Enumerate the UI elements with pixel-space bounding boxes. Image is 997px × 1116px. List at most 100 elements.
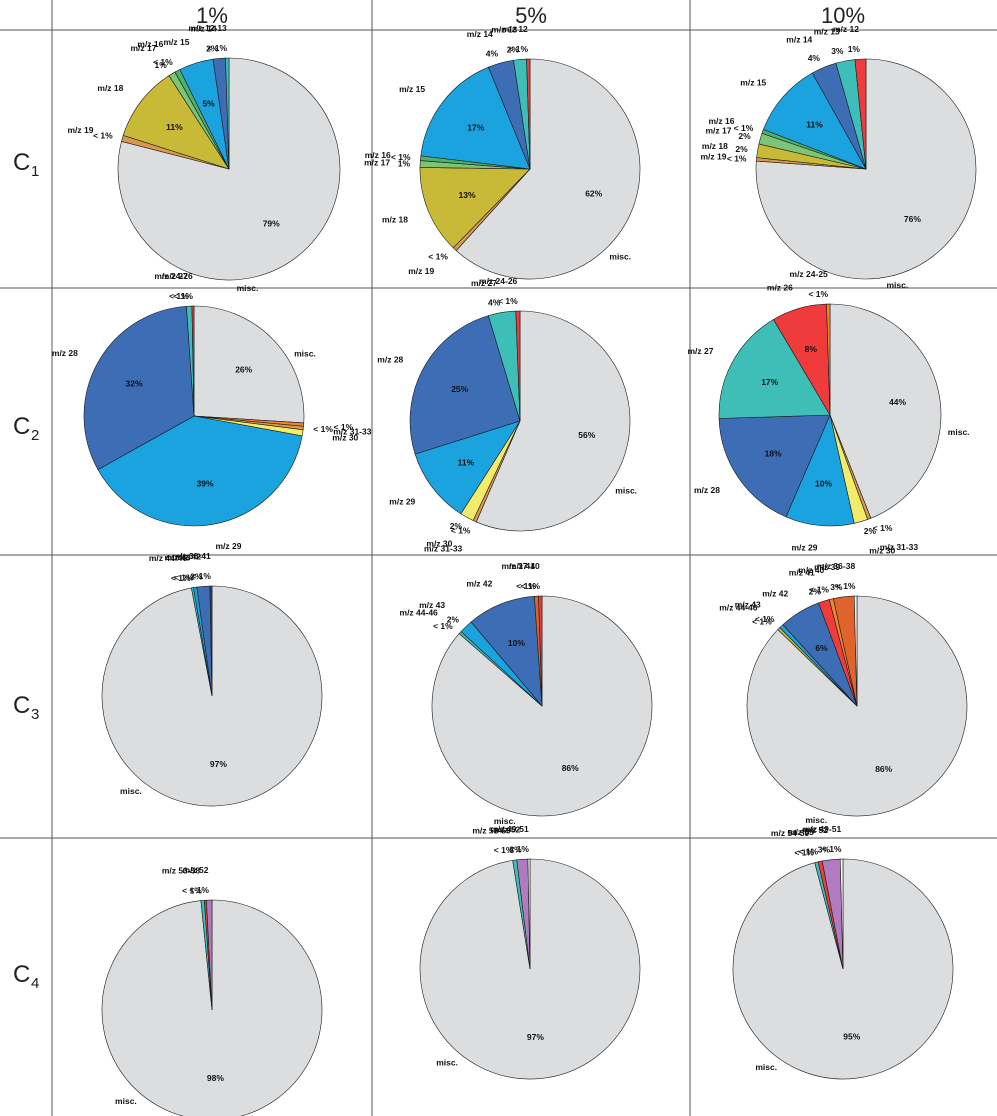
column-header-10pct: 10% [821,3,865,28]
pie-pct-label: < 1% [189,885,209,895]
row-label-c2-sub: 2 [31,427,39,444]
pie-category-label: m/z 15 [399,84,425,94]
pie-slice-m-z-37-40 [538,595,543,707]
pie-pct-label: < 1% [171,573,191,583]
pie-category-label: m/z 52 [494,824,520,834]
pie-pct-label: < 1% [313,424,333,434]
row-label-c3: C 3 [13,692,39,723]
pie-slice-m-z-28 [718,414,831,518]
pie-slice-m-z-24-26 [515,310,521,422]
pie-pct-label: < 1% [508,44,528,54]
row-label-c2: C 2 [13,413,39,444]
pie-category-label: m/z 16 [709,116,735,126]
pie-category-label: m/z 30 [332,433,358,443]
pie-category-label: m/z 43 [735,599,761,609]
pie-category-label: m/z 15 [740,78,766,88]
pie-category-label: m/z 18 [702,141,728,151]
pie-category-label: m/z 18 [382,215,408,225]
pie-pct-label: 11% [458,458,475,468]
pie-slice-m-z-15 [420,66,531,170]
pie-category-label: m/z 53-59 [472,825,511,835]
pie-category-label: m/z 27 [471,278,497,288]
pie-pct-label: 10% [508,638,525,648]
pie-pct-label: 17% [761,377,778,387]
row-label-c3-sub: 3 [31,706,39,723]
pie-pct-label: < 1% [391,152,411,162]
pie-category-label: misc. [805,815,827,825]
pie-pct-label: 86% [562,763,579,773]
pie-pct-label: 32% [125,379,142,389]
column-header-1pct: 1% [196,3,228,28]
pie-pct-label: 97% [210,759,227,769]
pie-pct-label: 10% [815,479,832,489]
pie-pct-label: 62% [585,189,602,199]
pie-pct-label: < 1% [153,57,173,67]
pie-category-label: m/z 42 [175,551,201,561]
pie-category-label: m/z 13 [491,25,517,35]
pie-slice-misc [193,305,305,424]
pie-pct-label: 11% [166,122,183,132]
pie-category-label: m/z 40 [798,565,824,575]
pie-slice-m-z-52 [206,899,213,1011]
pie-category-label: m/z 49-51 [803,824,842,834]
pie-slice-m-z-12 [526,58,531,170]
pie-slice-m-z-29 [414,420,521,515]
pie-pct-label: 2% [509,844,522,854]
pie-slice-m-z-18 [419,167,531,249]
pie-pct-label: 2% [864,526,877,536]
pie-pct-label: < 1% [516,581,536,591]
pie-pct-label: 4% [808,53,821,63]
pie-category-label: misc. [436,1058,458,1068]
pie-category-label: m/z 16 [365,150,391,160]
pie-category-label: m/z 14 [786,35,812,45]
pie-category-label: m/z 44-46 [400,608,439,618]
pie-pct-label: < 1% [520,581,540,591]
pie-category-label: m/z 31-33 [424,544,463,554]
pie-pct-label: < 1% [174,572,194,582]
pie-pct-label: < 1% [798,847,818,857]
pie-pct-label: 95% [843,1032,860,1042]
row-label-c2-base: C [13,413,30,440]
pie-pct-label: 25% [451,384,468,394]
pie-pct-label: < 1% [169,291,189,301]
pie-pct-label: < 1% [755,614,775,624]
pie-slice-m-z-29 [97,415,303,527]
pie-category-label: m/z 49-51 [490,824,529,834]
row-label-c1-sub: 1 [31,163,39,180]
pie-pct-label: 1% [155,60,168,70]
pie-category-label: misc. [294,349,316,359]
pie-pct-label: 79% [263,218,280,228]
pie-pct-label: < 1% [808,289,828,299]
pie-pct-label: 2% [735,144,748,154]
pie-pct-label: 3% [818,845,831,855]
pie-category-label: m/z 12-13 [189,23,228,33]
pie-category-label: m/z 24-25 [790,269,829,279]
pie-c4-1: 98% misc. < 1% m/z 53-58 < 1% m/z 52 [101,865,323,1116]
pie-pct-label: 13% [458,190,475,200]
pie-slice-misc [475,310,631,532]
pie-pct-label: 2% [190,571,203,581]
pie-category-label: m/z 18 [97,83,123,93]
pie-pct-label: 4% [488,298,501,308]
pie-pct-label: 1% [398,159,411,169]
pie-pct-label: 17% [467,123,484,133]
pie-pct-label: 3% [830,582,843,592]
pie-pct-label: 44% [889,397,906,407]
row-label-c1: C 1 [13,149,39,180]
pie-category-label: m/z 31-33 [880,542,919,552]
pie-pct-label: < 1% [93,131,113,141]
pie-category-label: m/z 54-59 [771,828,810,838]
pie-category-label: m/z 17 [364,158,390,168]
pie-slice-m-z-24-26 [191,305,195,417]
pie-category-label: m/z 13 [814,27,840,37]
pie-category-label: m/z 53 [788,827,814,837]
pie-slice-m-z-12-13 [225,57,230,170]
pie-category-label: m/z 14 [467,29,493,39]
pie-category-label: m/z 24-26 [479,276,518,286]
pie-pct-label: < 1% [428,252,448,262]
pie-c2-5: 56% misc. < 1% m/z 31-33 2% m/z 30 11% m/z 29 25… [377,276,637,554]
pie-slice-m-z-28 [83,305,195,471]
